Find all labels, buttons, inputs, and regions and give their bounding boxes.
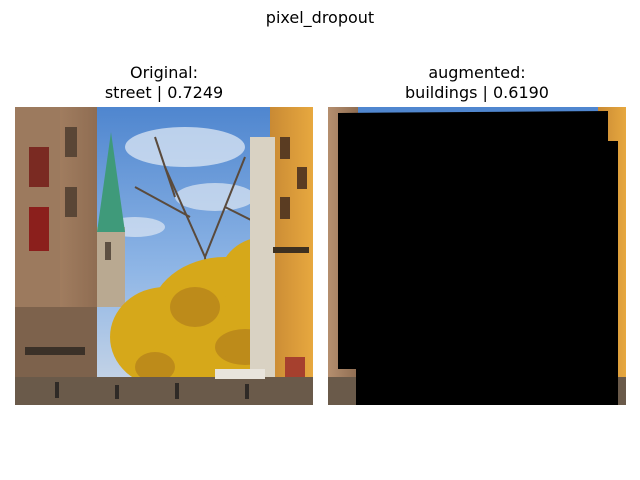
dropout-region [338, 111, 618, 405]
augmented-image [328, 107, 626, 405]
original-caption: street | 0.7249 [104, 83, 224, 102]
figure-suptitle: pixel_dropout [265, 8, 375, 27]
original-heading: Original: [130, 63, 198, 82]
augmented-caption: buildings | 0.6190 [405, 83, 549, 102]
original-panel-title: Original: street | 0.7249 [15, 63, 313, 103]
augmented-heading: augmented: [428, 63, 526, 82]
augmented-panel-title: augmented: buildings | 0.6190 [328, 63, 626, 103]
original-image [15, 107, 313, 405]
